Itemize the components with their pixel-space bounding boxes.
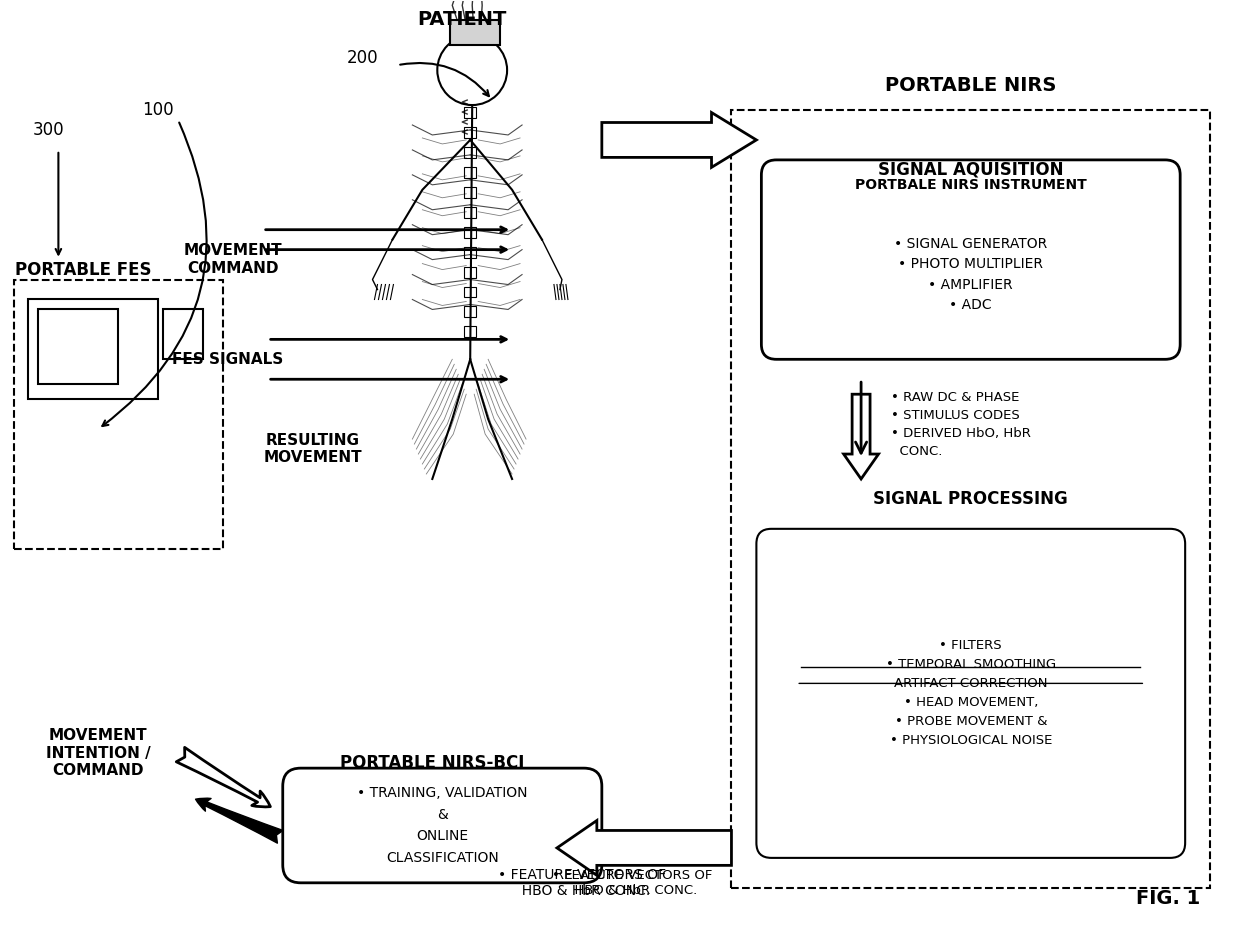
Bar xyxy=(464,146,476,158)
Text: • SIGNAL GENERATOR
• PHOTO MULTIPLIER
• AMPLIFIER
• ADC: • SIGNAL GENERATOR • PHOTO MULTIPLIER • … xyxy=(894,237,1048,313)
Text: FES SIGNALS: FES SIGNALS xyxy=(172,352,284,367)
Bar xyxy=(464,127,476,138)
Bar xyxy=(464,247,476,257)
FancyArrow shape xyxy=(601,113,756,167)
Bar xyxy=(732,110,1210,887)
Text: • FEATURE VECTORS OF
  HBO & HbR CONC.: • FEATURE VECTORS OF HBO & HbR CONC. xyxy=(497,868,666,898)
Bar xyxy=(164,310,203,360)
Text: 100: 100 xyxy=(143,101,174,119)
Bar xyxy=(464,226,476,238)
Text: 200: 200 xyxy=(347,49,378,68)
Text: PORTBALE NIRS INSTRUMENT: PORTBALE NIRS INSTRUMENT xyxy=(854,177,1086,192)
Text: • TRAINING, VALIDATION
&
ONLINE
CLASSIFICATION: • TRAINING, VALIDATION & ONLINE CLASSIFI… xyxy=(357,786,527,865)
Text: MOVEMENT
INTENTION /
COMMAND: MOVEMENT INTENTION / COMMAND xyxy=(46,729,150,778)
Text: • RAW DC & PHASE
• STIMULUS CODES
• DERIVED HbO, HbR
  CONC.: • RAW DC & PHASE • STIMULUS CODES • DERI… xyxy=(892,391,1030,457)
Text: FIG. 1: FIG. 1 xyxy=(1136,888,1200,908)
Bar xyxy=(464,306,476,317)
Bar xyxy=(464,327,476,337)
Text: SIGNAL AQUISITION: SIGNAL AQUISITION xyxy=(878,161,1064,178)
Bar xyxy=(464,267,476,278)
Bar xyxy=(450,21,500,45)
Bar xyxy=(464,107,476,118)
Bar xyxy=(29,300,159,399)
Text: PORTABLE NIRS: PORTABLE NIRS xyxy=(885,76,1056,95)
Bar xyxy=(464,187,476,198)
Bar xyxy=(464,286,476,298)
Bar xyxy=(14,280,223,548)
Text: 300: 300 xyxy=(32,121,64,139)
Text: MOVEMENT
COMMAND: MOVEMENT COMMAND xyxy=(184,243,283,276)
Text: • FEATURE VECTORS OF
  HBO & HbR CONC.: • FEATURE VECTORS OF HBO & HbR CONC. xyxy=(552,869,712,897)
Bar xyxy=(38,310,118,384)
Bar xyxy=(464,207,476,218)
Text: PORTABLE FES: PORTABLE FES xyxy=(15,261,151,279)
FancyArrow shape xyxy=(843,394,878,479)
Text: RESULTING
MOVEMENT: RESULTING MOVEMENT xyxy=(263,433,362,465)
Bar xyxy=(464,167,476,177)
Text: SIGNAL PROCESSING: SIGNAL PROCESSING xyxy=(873,490,1068,508)
FancyArrow shape xyxy=(557,821,732,875)
Text: • FILTERS
• TEMPORAL SMOOTHING
ARTIFACT CORRECTION
• HEAD MOVEMENT,
• PROBE MOVE: • FILTERS • TEMPORAL SMOOTHING ARTIFACT … xyxy=(885,639,1055,747)
Text: PATIENT: PATIENT xyxy=(418,10,507,29)
Text: PORTABLE NIRS-BCI: PORTABLE NIRS-BCI xyxy=(340,754,525,772)
